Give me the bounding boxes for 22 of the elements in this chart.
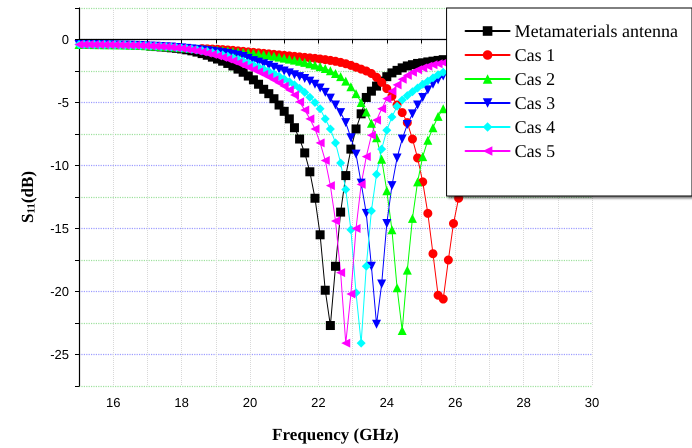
x-tick-label: 16: [106, 395, 120, 410]
x-tick-label: 24: [380, 395, 394, 410]
x-tick-label: 22: [311, 395, 326, 410]
y-axis-title: S11(dB): [18, 171, 38, 223]
y-tick-label: -15: [50, 221, 69, 236]
legend-label: Cas 2: [514, 69, 556, 89]
legend-label: Cas 3: [514, 93, 556, 113]
y-tick-label: 0: [62, 32, 69, 47]
legend-label: Cas 4: [514, 117, 556, 137]
y-tick-label: -20: [50, 284, 69, 299]
x-tick-label: 18: [174, 395, 189, 410]
x-tick-label: 30: [584, 395, 600, 410]
legend-label: Cas 1: [514, 45, 556, 65]
x-tick-label: 26: [448, 395, 462, 410]
y-tick-label: -5: [57, 95, 69, 110]
y-tick-label: -25: [50, 347, 69, 362]
legend-label: Cas 5: [514, 141, 556, 161]
x-tick-label: 20: [242, 395, 258, 410]
x-tick-label: 28: [516, 395, 531, 410]
legend-label: Metamaterials antenna: [514, 21, 678, 41]
y-tick-label: -10: [50, 158, 69, 173]
x-axis-title: Frequency (GHz): [272, 425, 399, 444]
